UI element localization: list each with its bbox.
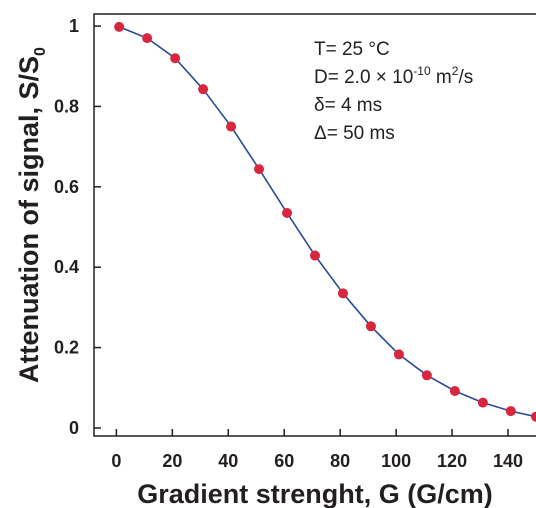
data-point [282, 207, 293, 218]
x-tick-label: 60 [274, 451, 294, 471]
data-point [337, 288, 348, 299]
y-tick-label: 0 [69, 418, 79, 438]
annotation-diffusion-exponent: -10 [413, 64, 431, 78]
annotation-block: T= 25 °C D= 2.0 × 10-10 m2/s δ= 4 ms Δ= … [314, 39, 473, 144]
data-point [142, 33, 153, 44]
data-point [198, 84, 209, 95]
annotation-diffusion-suffix: /s [458, 67, 473, 88]
data-point [393, 349, 404, 360]
y-axis-title-group: Attenuation of signal, S/S0 [14, 47, 49, 383]
y-axis-ticks: 0 0.2 0.4 0.6 0.8 1 [54, 16, 101, 438]
data-point [226, 121, 237, 132]
y-axis-title-subscript: 0 [32, 47, 49, 56]
annotation-temperature: T= 25 °C [314, 39, 390, 60]
data-point [531, 411, 536, 422]
data-point [477, 397, 488, 408]
annotation-diffusion-unit-sup: 2 [452, 64, 459, 78]
data-points-group [114, 21, 536, 422]
data-point [170, 53, 181, 64]
y-axis-title-main: Attenuation of signal, S/S [14, 56, 44, 383]
x-tick-label: 20 [162, 451, 182, 471]
data-point [421, 370, 432, 381]
data-point [449, 385, 460, 396]
data-point [254, 164, 265, 175]
annotation-diffusion-unit: m [431, 67, 452, 88]
x-tick-label: 100 [381, 451, 411, 471]
y-tick-label: 0.6 [54, 177, 79, 197]
plot-axes-frame [93, 13, 536, 437]
y-axis-title: Attenuation of signal, S/S0 [14, 47, 49, 383]
y-tick-label: 0.4 [54, 257, 79, 277]
x-axis-ticks: 0 20 40 60 80 100 120 140 [111, 429, 523, 471]
data-point [365, 321, 376, 332]
x-tick-label: 80 [330, 451, 350, 471]
y-tick-label: 0.8 [54, 96, 79, 116]
y-tick-label: 1 [69, 16, 79, 36]
fit-curve [118, 26, 536, 418]
data-point [114, 21, 125, 32]
annotation-diffusion-prefix: D= 2.0 × 10 [314, 67, 413, 88]
x-tick-label: 0 [111, 451, 121, 471]
annotation-delta-small: δ= 4 ms [314, 95, 382, 116]
annotation-delta-big: Δ= 50 ms [314, 123, 395, 144]
x-axis-title: Gradient strenght, G (G/cm) [137, 479, 493, 508]
annotation-diffusion: D= 2.0 × 10-10 m2/s [314, 64, 473, 88]
y-tick-label: 0.2 [54, 338, 79, 358]
data-point [310, 250, 320, 261]
data-point [505, 406, 516, 417]
x-tick-label: 40 [218, 451, 238, 471]
fit-curve-group [118, 26, 536, 418]
x-tick-label: 140 [493, 451, 523, 471]
plot-frame [93, 13, 536, 437]
x-tick-label: 120 [437, 451, 467, 471]
